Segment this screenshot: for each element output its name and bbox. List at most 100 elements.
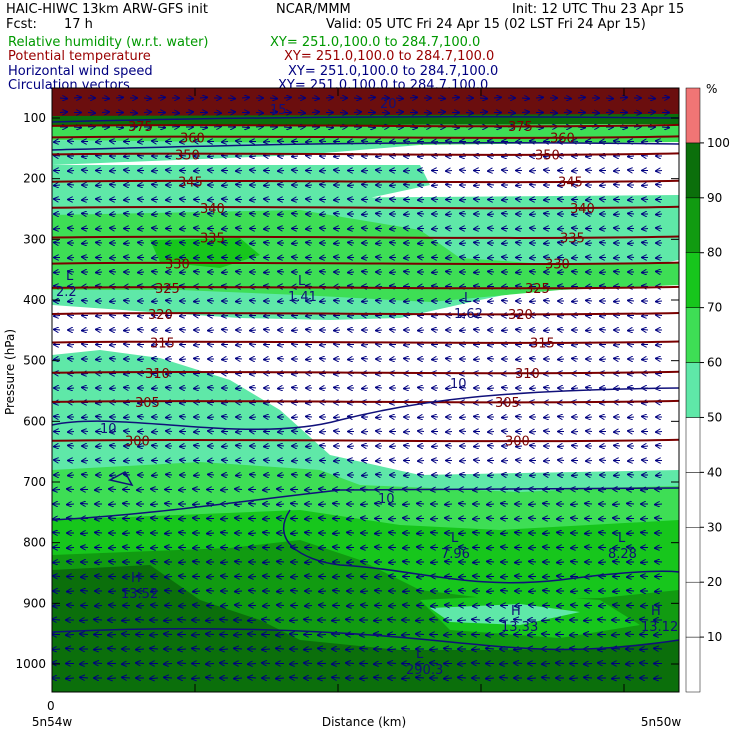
- wind-vector: [278, 358, 285, 359]
- wind-vector: [516, 229, 523, 230]
- wind-vector: [390, 199, 397, 200]
- wind-vector: [53, 576, 61, 577]
- wind-vector: [278, 475, 285, 476]
- wind-vector: [460, 213, 467, 214]
- wind-vector: [180, 185, 187, 186]
- theta-contour: [52, 179, 679, 184]
- wind-vector: [558, 446, 565, 447]
- wind-vector: [474, 185, 481, 186]
- wind-vector: [362, 475, 369, 476]
- wind-vector: [53, 562, 61, 563]
- wind-vector: [459, 590, 467, 591]
- wind-vector: [347, 519, 355, 520]
- wind-vector: [348, 155, 355, 156]
- wind-vector: [501, 533, 509, 534]
- wind-vector: [348, 286, 355, 287]
- wind-vector: [472, 619, 481, 620]
- wind-vector: [138, 272, 145, 273]
- wind-vector: [291, 533, 299, 534]
- rh-region-3: [150, 238, 260, 268]
- wind-vector: [642, 242, 649, 243]
- wind-vector: [516, 286, 523, 287]
- wind-vector: [95, 606, 103, 607]
- theta-label: 300: [125, 435, 150, 450]
- wind-vector: [437, 98, 445, 99]
- wind-vector: [558, 286, 565, 287]
- wind-vector: [235, 518, 243, 519]
- wind-vector: [599, 490, 607, 491]
- wind-speed-contour: [52, 487, 679, 521]
- wind-vector: [388, 649, 397, 650]
- wind-vector: [82, 461, 89, 462]
- wind-vector: [54, 460, 61, 461]
- wind-vector: [222, 229, 229, 230]
- wind-vector: [138, 229, 145, 230]
- wind-vector: [500, 677, 509, 678]
- wind-vector: [628, 417, 635, 418]
- wind-vector: [138, 460, 145, 461]
- colorbar-band: [685, 307, 701, 363]
- wind-vector: [236, 141, 243, 142]
- wind-vector: [614, 432, 621, 433]
- wind-vector: [222, 329, 229, 330]
- wind-vector: [54, 142, 61, 143]
- wind-vector: [95, 519, 103, 520]
- wind-vector: [642, 185, 649, 186]
- wind-vector: [94, 649, 103, 650]
- colorbar-band: [685, 142, 701, 199]
- wind-vector: [52, 619, 61, 620]
- wind-vector: [207, 503, 215, 504]
- wind-vector: [586, 257, 593, 258]
- wind-vector: [614, 141, 621, 142]
- wind-vector: [628, 461, 635, 462]
- theta-label: 330: [545, 258, 570, 273]
- wind-vector: [641, 532, 649, 533]
- wind-vector: [54, 446, 61, 447]
- wind-vector: [213, 126, 221, 127]
- wind-vector: [306, 199, 313, 200]
- wind-vector: [402, 635, 411, 636]
- wind-vector: [446, 358, 453, 359]
- wind-vector: [502, 344, 509, 345]
- wind-vector: [96, 185, 103, 186]
- wind-vector: [544, 257, 551, 258]
- wind-vector: [165, 590, 173, 591]
- wind-vector: [348, 229, 355, 230]
- wind-vector: [68, 184, 75, 185]
- wind-vector: [152, 301, 159, 302]
- wind-vector: [390, 242, 397, 243]
- wind-vector: [654, 648, 663, 649]
- wind-vector: [488, 358, 495, 359]
- wind-vector: [404, 214, 411, 215]
- wind-vector: [515, 562, 523, 563]
- wind-vector: [521, 112, 529, 113]
- wind-vector: [192, 678, 201, 679]
- wind-speed-contour: [52, 628, 679, 651]
- wind-vector: [150, 648, 159, 649]
- wind-vector: [613, 591, 621, 592]
- wind-contour-label: 10: [450, 377, 467, 392]
- wind-vector: [306, 142, 313, 143]
- wind-vector: [207, 577, 215, 578]
- wind-vector: [115, 127, 123, 128]
- wind-vector: [66, 635, 75, 636]
- extremum-value: 13.52: [121, 587, 158, 602]
- y-tick-label: 1000: [15, 657, 46, 671]
- wind-vector: [432, 446, 439, 447]
- wind-vector: [320, 345, 327, 346]
- wind-vector: [502, 257, 509, 258]
- wind-vector: [110, 228, 117, 229]
- wind-vector: [515, 576, 523, 577]
- wind-vector: [178, 619, 187, 620]
- wind-vector: [236, 171, 243, 172]
- wind-vector: [432, 229, 439, 230]
- wind-vector: [656, 214, 663, 215]
- wind-vector: [417, 503, 425, 504]
- wind-vector: [656, 228, 663, 229]
- wind-vector: [612, 635, 621, 636]
- wind-vector: [152, 445, 159, 446]
- wind-vector: [234, 648, 243, 649]
- wind-vector: [501, 503, 509, 504]
- wind-vector: [311, 98, 319, 99]
- wind-vector: [166, 474, 173, 475]
